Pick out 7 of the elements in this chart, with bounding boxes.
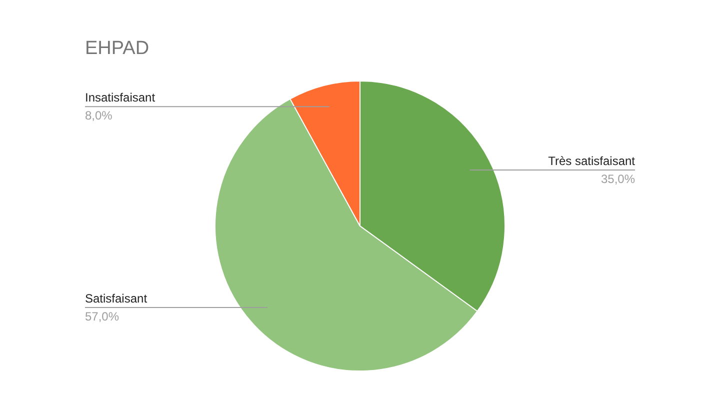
data-label: 35,0% [600, 172, 636, 186]
slice-label: Très satisfaisant [548, 154, 636, 168]
slice-label: Insatisfaisant [85, 90, 156, 105]
chart-title: EHPAD [85, 38, 150, 59]
data-label: 8,0% [85, 108, 113, 123]
data-label: 57,0% [85, 310, 120, 324]
slice-label: Satisfaisant [85, 292, 148, 306]
